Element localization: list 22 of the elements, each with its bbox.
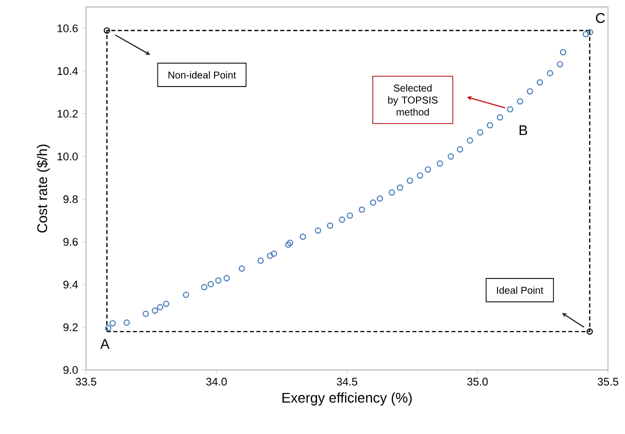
annotation: C — [596, 13, 605, 23]
annotation: B — [520, 125, 528, 136]
x-tick-label: 35.0 — [467, 378, 488, 386]
x-tick-label: 33.5 — [76, 378, 96, 386]
x-tick-label: 34.0 — [206, 378, 227, 386]
y-tick-label: 10.6 — [58, 24, 78, 32]
annotation: Non-ideal Point — [168, 71, 236, 79]
y-axis-title: Cost rate ($/h) — [36, 144, 50, 233]
annotation: A — [100, 339, 110, 349]
y-tick-label: 10.2 — [58, 110, 78, 118]
annotation: Selected by TOPSIS method — [388, 84, 438, 116]
y-tick-label: 9.4 — [63, 280, 78, 288]
y-tick-label: 10.0 — [58, 152, 78, 160]
y-tick-label: 9.2 — [63, 323, 78, 332]
x-axis-title: Exergy efficiency (%) — [282, 392, 412, 406]
x-tick-label: 34.5 — [336, 378, 358, 386]
y-tick-label: 10.4 — [58, 67, 78, 75]
annotation: Ideal Point — [497, 286, 544, 294]
y-tick-label: 9.8 — [63, 195, 78, 204]
x-tick-label: 35.5 — [598, 378, 618, 386]
y-tick-label: 9.0 — [63, 366, 78, 374]
y-tick-label: 9.6 — [63, 238, 78, 246]
